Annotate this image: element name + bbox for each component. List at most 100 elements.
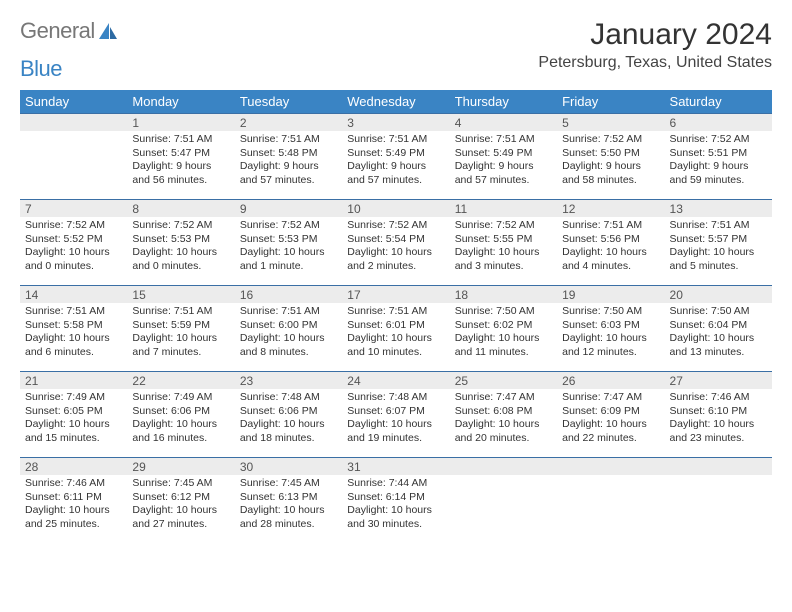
day-data: Sunrise: 7:51 AMSunset: 5:49 PMDaylight:… [450, 131, 557, 190]
day-data: Sunrise: 7:50 AMSunset: 6:02 PMDaylight:… [450, 303, 557, 362]
day-number: 6 [665, 114, 772, 131]
day-data: Sunrise: 7:51 AMSunset: 5:58 PMDaylight:… [20, 303, 127, 362]
day-data: Sunrise: 7:51 AMSunset: 5:56 PMDaylight:… [557, 217, 664, 276]
day-data: Sunrise: 7:52 AMSunset: 5:55 PMDaylight:… [450, 217, 557, 276]
day-number: 30 [235, 458, 342, 475]
day-data: Sunrise: 7:51 AMSunset: 5:48 PMDaylight:… [235, 131, 342, 190]
day-data: Sunrise: 7:52 AMSunset: 5:54 PMDaylight:… [342, 217, 449, 276]
calendar-cell: 14Sunrise: 7:51 AMSunset: 5:58 PMDayligh… [20, 286, 127, 372]
day-number: 18 [450, 286, 557, 303]
day-number: 4 [450, 114, 557, 131]
day-data: Sunrise: 7:48 AMSunset: 6:06 PMDaylight:… [235, 389, 342, 448]
calendar-cell: 20Sunrise: 7:50 AMSunset: 6:04 PMDayligh… [665, 286, 772, 372]
day-data: Sunrise: 7:51 AMSunset: 6:00 PMDaylight:… [235, 303, 342, 362]
day-data: Sunrise: 7:51 AMSunset: 5:47 PMDaylight:… [127, 131, 234, 190]
month-title: January 2024 [538, 18, 772, 52]
day-number: 23 [235, 372, 342, 389]
calendar-cell: 30Sunrise: 7:45 AMSunset: 6:13 PMDayligh… [235, 458, 342, 544]
calendar-cell: 5Sunrise: 7:52 AMSunset: 5:50 PMDaylight… [557, 114, 664, 200]
day-number: 2 [235, 114, 342, 131]
calendar-cell: 9Sunrise: 7:52 AMSunset: 5:53 PMDaylight… [235, 200, 342, 286]
calendar-cell: 6Sunrise: 7:52 AMSunset: 5:51 PMDaylight… [665, 114, 772, 200]
day-data: Sunrise: 7:51 AMSunset: 5:49 PMDaylight:… [342, 131, 449, 190]
calendar-cell: 2Sunrise: 7:51 AMSunset: 5:48 PMDaylight… [235, 114, 342, 200]
calendar-cell: 11Sunrise: 7:52 AMSunset: 5:55 PMDayligh… [450, 200, 557, 286]
day-number: 5 [557, 114, 664, 131]
day-number: 24 [342, 372, 449, 389]
day-number: 31 [342, 458, 449, 475]
day-number: 22 [127, 372, 234, 389]
calendar-cell: 10Sunrise: 7:52 AMSunset: 5:54 PMDayligh… [342, 200, 449, 286]
day-number: 29 [127, 458, 234, 475]
calendar-cell: 25Sunrise: 7:47 AMSunset: 6:08 PMDayligh… [450, 372, 557, 458]
calendar-body: 1Sunrise: 7:51 AMSunset: 5:47 PMDaylight… [20, 114, 772, 544]
logo-text-general: General [20, 18, 95, 44]
calendar-week: 14Sunrise: 7:51 AMSunset: 5:58 PMDayligh… [20, 286, 772, 372]
day-number: 25 [450, 372, 557, 389]
calendar-cell: 17Sunrise: 7:51 AMSunset: 6:01 PMDayligh… [342, 286, 449, 372]
calendar-cell: 23Sunrise: 7:48 AMSunset: 6:06 PMDayligh… [235, 372, 342, 458]
calendar-head: Sunday Monday Tuesday Wednesday Thursday… [20, 90, 772, 114]
calendar-week: 21Sunrise: 7:49 AMSunset: 6:05 PMDayligh… [20, 372, 772, 458]
calendar-cell [20, 114, 127, 200]
day-number: 11 [450, 200, 557, 217]
day-data: Sunrise: 7:47 AMSunset: 6:09 PMDaylight:… [557, 389, 664, 448]
calendar-cell: 15Sunrise: 7:51 AMSunset: 5:59 PMDayligh… [127, 286, 234, 372]
calendar-cell: 21Sunrise: 7:49 AMSunset: 6:05 PMDayligh… [20, 372, 127, 458]
day-number: 3 [342, 114, 449, 131]
day-number: 27 [665, 372, 772, 389]
day-data: Sunrise: 7:52 AMSunset: 5:53 PMDaylight:… [235, 217, 342, 276]
day-data: Sunrise: 7:52 AMSunset: 5:51 PMDaylight:… [665, 131, 772, 190]
day-data: Sunrise: 7:52 AMSunset: 5:53 PMDaylight:… [127, 217, 234, 276]
day-number: 7 [20, 200, 127, 217]
day-number: 26 [557, 372, 664, 389]
col-monday: Monday [127, 90, 234, 114]
day-number: 19 [557, 286, 664, 303]
calendar-cell: 27Sunrise: 7:46 AMSunset: 6:10 PMDayligh… [665, 372, 772, 458]
day-data: Sunrise: 7:51 AMSunset: 5:57 PMDaylight:… [665, 217, 772, 276]
calendar-cell [665, 458, 772, 544]
logo: General [20, 18, 123, 44]
day-number: 28 [20, 458, 127, 475]
logo-text-blue: Blue [20, 56, 772, 82]
day-number-empty [20, 114, 127, 131]
day-data: Sunrise: 7:50 AMSunset: 6:03 PMDaylight:… [557, 303, 664, 362]
calendar-table: Sunday Monday Tuesday Wednesday Thursday… [20, 90, 772, 544]
calendar-cell: 29Sunrise: 7:45 AMSunset: 6:12 PMDayligh… [127, 458, 234, 544]
calendar-cell: 18Sunrise: 7:50 AMSunset: 6:02 PMDayligh… [450, 286, 557, 372]
day-data: Sunrise: 7:46 AMSunset: 6:10 PMDaylight:… [665, 389, 772, 448]
calendar-cell: 7Sunrise: 7:52 AMSunset: 5:52 PMDaylight… [20, 200, 127, 286]
day-data: Sunrise: 7:45 AMSunset: 6:13 PMDaylight:… [235, 475, 342, 534]
day-data: Sunrise: 7:48 AMSunset: 6:07 PMDaylight:… [342, 389, 449, 448]
day-data: Sunrise: 7:52 AMSunset: 5:52 PMDaylight:… [20, 217, 127, 276]
day-number-empty [665, 458, 772, 475]
day-number: 13 [665, 200, 772, 217]
calendar-week: 1Sunrise: 7:51 AMSunset: 5:47 PMDaylight… [20, 114, 772, 200]
day-number: 21 [20, 372, 127, 389]
day-number: 10 [342, 200, 449, 217]
day-data: Sunrise: 7:51 AMSunset: 6:01 PMDaylight:… [342, 303, 449, 362]
col-saturday: Saturday [665, 90, 772, 114]
logo-sail-icon [97, 21, 121, 41]
day-number-empty [450, 458, 557, 475]
day-data: Sunrise: 7:45 AMSunset: 6:12 PMDaylight:… [127, 475, 234, 534]
col-wednesday: Wednesday [342, 90, 449, 114]
col-thursday: Thursday [450, 90, 557, 114]
calendar-cell: 4Sunrise: 7:51 AMSunset: 5:49 PMDaylight… [450, 114, 557, 200]
calendar-cell [557, 458, 664, 544]
day-number: 20 [665, 286, 772, 303]
day-number: 14 [20, 286, 127, 303]
calendar-cell: 16Sunrise: 7:51 AMSunset: 6:00 PMDayligh… [235, 286, 342, 372]
calendar-cell: 1Sunrise: 7:51 AMSunset: 5:47 PMDaylight… [127, 114, 234, 200]
calendar-cell: 26Sunrise: 7:47 AMSunset: 6:09 PMDayligh… [557, 372, 664, 458]
calendar-cell: 19Sunrise: 7:50 AMSunset: 6:03 PMDayligh… [557, 286, 664, 372]
day-number: 8 [127, 200, 234, 217]
calendar-cell [450, 458, 557, 544]
day-number: 17 [342, 286, 449, 303]
day-number-empty [557, 458, 664, 475]
calendar-week: 7Sunrise: 7:52 AMSunset: 5:52 PMDaylight… [20, 200, 772, 286]
day-number: 16 [235, 286, 342, 303]
day-number: 12 [557, 200, 664, 217]
calendar-cell: 3Sunrise: 7:51 AMSunset: 5:49 PMDaylight… [342, 114, 449, 200]
day-data: Sunrise: 7:47 AMSunset: 6:08 PMDaylight:… [450, 389, 557, 448]
